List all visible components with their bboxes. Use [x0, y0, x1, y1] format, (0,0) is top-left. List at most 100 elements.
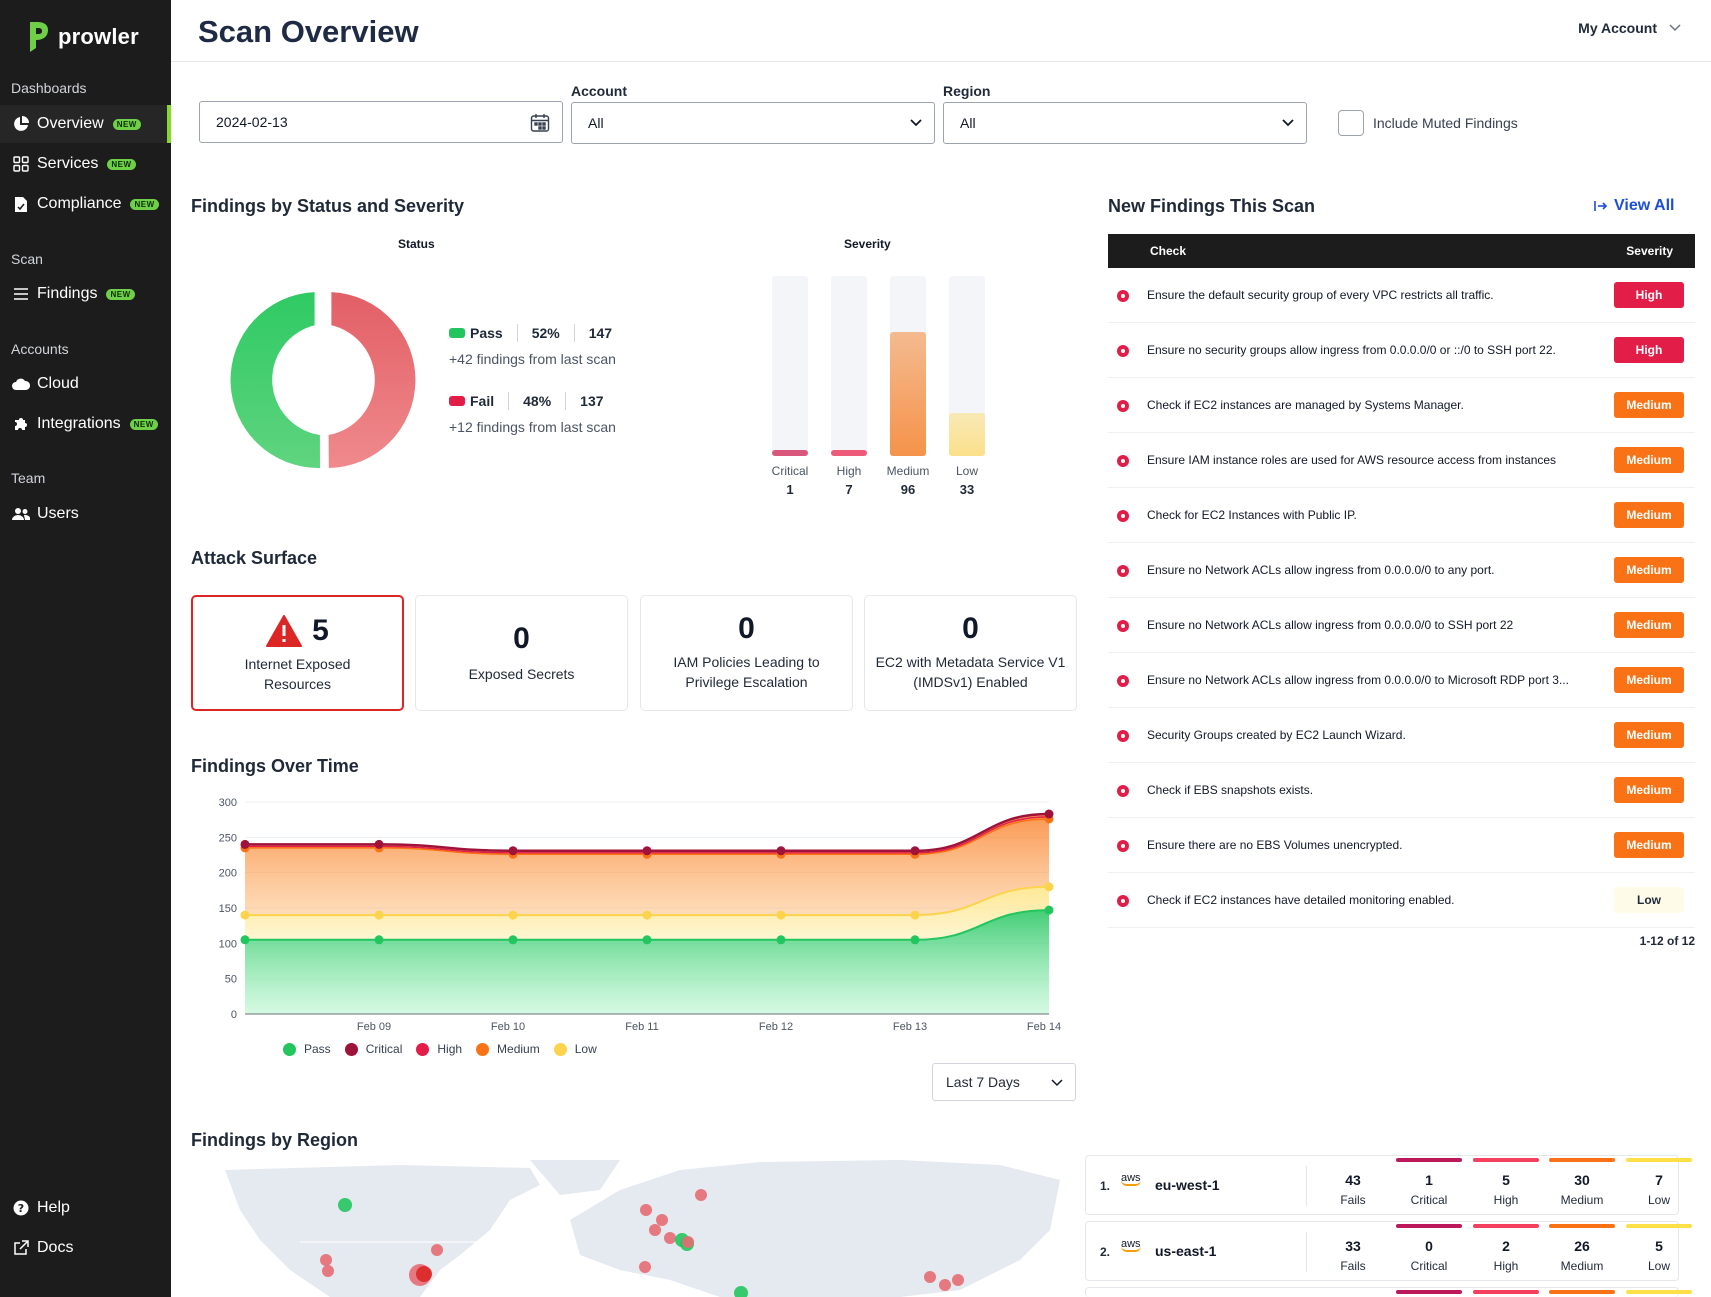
- card-label: IAM Policies Leading to Privilege Escala…: [673, 654, 820, 690]
- map-region-marker[interactable]: [322, 1265, 334, 1277]
- column-severity[interactable]: Severity: [1626, 244, 1673, 258]
- donut-slice-pass[interactable]: [230, 292, 320, 469]
- view-all-link[interactable]: View All: [1594, 197, 1674, 215]
- legend-item-pass[interactable]: Pass: [283, 1042, 331, 1056]
- table-header: Check Severity: [1108, 234, 1695, 268]
- map-region-marker[interactable]: [431, 1244, 443, 1256]
- column-check[interactable]: Check: [1150, 244, 1187, 258]
- table-row[interactable]: Ensure there are no EBS Volumes unencryp…: [1108, 818, 1695, 873]
- severity-value: 1: [786, 482, 794, 497]
- finding-check: Check if EC2 instances have detailed mon…: [1147, 893, 1455, 907]
- severity-bar-low[interactable]: [949, 276, 985, 456]
- point-low: [240, 910, 250, 920]
- fail-status-icon: [1117, 290, 1129, 302]
- map-region-marker[interactable]: [682, 1236, 694, 1248]
- point-critical: [642, 846, 652, 856]
- point-pass: [642, 935, 652, 945]
- finding-check: Ensure no Network ACLs allow ingress fro…: [1147, 673, 1569, 687]
- map-region-marker[interactable]: [695, 1189, 707, 1201]
- region-filter-label: Region: [943, 83, 991, 99]
- region-row-us-east-1[interactable]: 2. aws us-east-1 33 Fails 0 Critical 2 High 26 Med…: [1085, 1221, 1692, 1281]
- table-row[interactable]: Ensure IAM instance roles are used for A…: [1108, 433, 1695, 488]
- include-muted-label[interactable]: Include Muted Findings: [1373, 115, 1518, 131]
- fail-note: +12 findings from last scan: [449, 419, 616, 435]
- table-row[interactable]: Check if EC2 instances are managed by Sy…: [1108, 378, 1695, 433]
- table-row[interactable]: Check if EBS snapshots exists. Medium: [1108, 763, 1695, 818]
- point-low: [508, 910, 518, 920]
- sidebar-item-findings[interactable]: Findings NEW: [0, 275, 171, 313]
- severity-label: Medium: [886, 464, 930, 478]
- map-region-marker[interactable]: [939, 1279, 951, 1291]
- section-accounts: Accounts: [11, 341, 69, 357]
- legend-item-critical[interactable]: Critical: [344, 1042, 402, 1056]
- region-stat: 5 High: [1473, 1156, 1539, 1214]
- sidebar-item-users[interactable]: Users: [0, 495, 171, 533]
- severity-bar-critical[interactable]: [772, 276, 808, 456]
- card-exposed-secrets[interactable]: 0 Exposed Secrets: [415, 595, 628, 711]
- legend-item-low[interactable]: Low: [553, 1042, 597, 1056]
- table-row[interactable]: Ensure no Network ACLs allow ingress fro…: [1108, 543, 1695, 598]
- card-ec2-imdsv1[interactable]: 0 EC2 with Metadata Service V1 (IMDSv1) …: [864, 595, 1077, 711]
- table-row[interactable]: Ensure no Network ACLs allow ingress fro…: [1108, 598, 1695, 653]
- table-row[interactable]: Check if EC2 instances have detailed mon…: [1108, 873, 1695, 928]
- include-muted-checkbox[interactable]: [1338, 110, 1364, 136]
- table-row[interactable]: Check for EC2 Instances with Public IP. M…: [1108, 488, 1695, 543]
- external-link-icon: [12, 1239, 30, 1257]
- map-region-marker[interactable]: [952, 1274, 964, 1286]
- legend-dot: [553, 1042, 567, 1056]
- table-row[interactable]: Ensure no security groups allow ingress …: [1108, 323, 1695, 378]
- x-tick-label: Feb 12: [759, 1021, 793, 1033]
- sidebar-item-integrations[interactable]: Integrations NEW: [0, 405, 171, 443]
- sidebar-item-compliance[interactable]: Compliance NEW: [0, 185, 171, 223]
- map-region-marker[interactable]: [734, 1286, 748, 1297]
- legend-label: High: [437, 1042, 463, 1056]
- severity-bar-medium[interactable]: [890, 276, 926, 456]
- status-donut-chart: [230, 292, 416, 469]
- map-region-marker[interactable]: [338, 1198, 352, 1212]
- legend-fail: Fail 48% 137: [449, 392, 604, 410]
- prowler-logo-icon: [30, 22, 48, 52]
- sidebar-item-docs[interactable]: Docs: [0, 1229, 171, 1267]
- legend-dot: [344, 1042, 358, 1056]
- sidebar-item-services[interactable]: Services NEW: [0, 145, 171, 183]
- legend-label: Low: [574, 1042, 597, 1056]
- account-menu[interactable]: My Account: [1578, 20, 1681, 36]
- legend-item-medium[interactable]: Medium: [476, 1042, 540, 1056]
- region-row-partial[interactable]: [1085, 1287, 1692, 1297]
- new-badge: NEW: [107, 158, 136, 170]
- map-region-marker[interactable]: [640, 1204, 652, 1216]
- region-row-eu-west-1[interactable]: 1. aws eu-west-1 43 Fails 1 Critical 5 High 30 Med…: [1085, 1155, 1692, 1215]
- account-select[interactable]: All: [571, 102, 935, 144]
- map-region-marker[interactable]: [649, 1224, 661, 1236]
- severity-bar-high[interactable]: [831, 276, 867, 456]
- table-row[interactable]: Ensure the default security group of eve…: [1108, 268, 1695, 323]
- severity-badge: Low: [1614, 887, 1684, 913]
- point-critical: [776, 846, 786, 856]
- region-select[interactable]: All: [943, 102, 1307, 144]
- time-range-select[interactable]: Last 7 Days: [932, 1063, 1076, 1101]
- map-region-marker[interactable]: [416, 1266, 432, 1282]
- donut-slice-fail[interactable]: [328, 292, 416, 468]
- new-badge: NEW: [129, 418, 158, 430]
- sidebar-item-help[interactable]: ? Help: [0, 1189, 171, 1227]
- sidebar-item-overview[interactable]: Overview NEW: [0, 105, 171, 143]
- legend-item-high[interactable]: High: [416, 1042, 462, 1056]
- sidebar-item-cloud[interactable]: Cloud: [0, 365, 171, 403]
- pass-label: Pass: [470, 325, 503, 341]
- table-row[interactable]: Ensure no Network ACLs allow ingress fro…: [1108, 653, 1695, 708]
- fail-percent: 48%: [523, 393, 552, 409]
- table-row[interactable]: Security Groups created by EC2 Launch Wi…: [1108, 708, 1695, 763]
- map-region-marker[interactable]: [924, 1271, 936, 1283]
- section-dashboards: Dashboards: [11, 80, 87, 96]
- map-region-marker[interactable]: [656, 1214, 668, 1226]
- status-subtitle: Status: [398, 237, 435, 251]
- map-region-marker[interactable]: [664, 1232, 676, 1244]
- date-picker[interactable]: 2024-02-13: [199, 101, 563, 143]
- finding-check: Ensure no Network ACLs allow ingress fro…: [1147, 563, 1495, 577]
- map-region-marker[interactable]: [320, 1254, 332, 1266]
- finding-check: Check if EC2 instances are managed by Sy…: [1147, 398, 1464, 412]
- card-internet-exposed[interactable]: 5 Internet Exposed Resources: [191, 595, 404, 711]
- card-iam-privilege-escalation[interactable]: 0 IAM Policies Leading to Privilege Esca…: [640, 595, 853, 711]
- prowler-logo[interactable]: prowler: [28, 20, 139, 54]
- map-region-marker[interactable]: [639, 1261, 651, 1273]
